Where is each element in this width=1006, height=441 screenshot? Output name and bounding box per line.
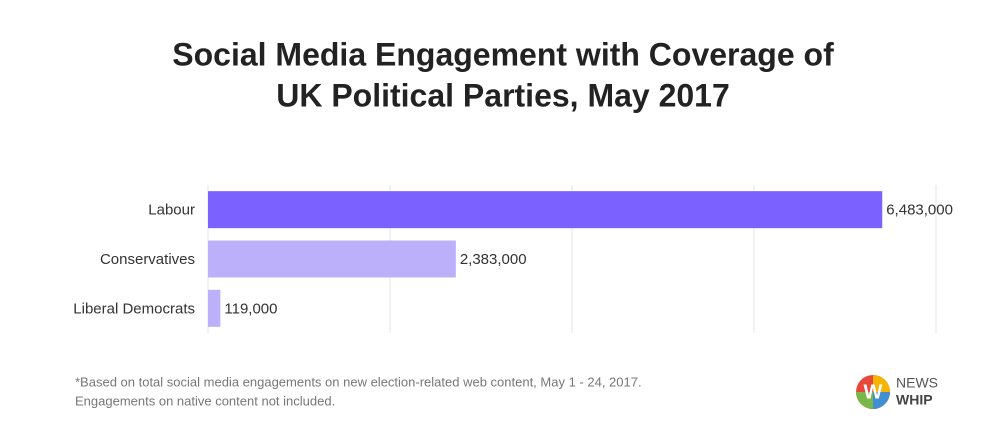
logo-mark: W xyxy=(864,381,883,403)
category-label: Conservatives xyxy=(100,251,195,268)
bar xyxy=(208,289,221,327)
logo-segment xyxy=(856,392,873,409)
value-label: 6,483,000 xyxy=(886,202,953,219)
category-label: Liberal Democrats xyxy=(73,300,195,317)
category-label: Labour xyxy=(148,202,195,219)
logo-text: WHIP xyxy=(896,392,933,408)
value-label: 2,383,000 xyxy=(460,251,527,268)
bar xyxy=(208,240,456,278)
chart-title: Social Media Engagement with Coverage of xyxy=(172,36,834,72)
footnote: *Based on total social media engagements… xyxy=(75,374,642,389)
footnote: Engagements on native content not includ… xyxy=(75,393,335,408)
chart-title: UK Political Parties, May 2017 xyxy=(276,77,730,113)
logo: W NEWS WHIP xyxy=(856,375,938,409)
logo-segment xyxy=(873,375,890,392)
logo-text: NEWS xyxy=(896,375,938,391)
value-label: 119,000 xyxy=(224,300,277,317)
bar xyxy=(208,191,883,229)
logo-segment xyxy=(873,392,890,409)
